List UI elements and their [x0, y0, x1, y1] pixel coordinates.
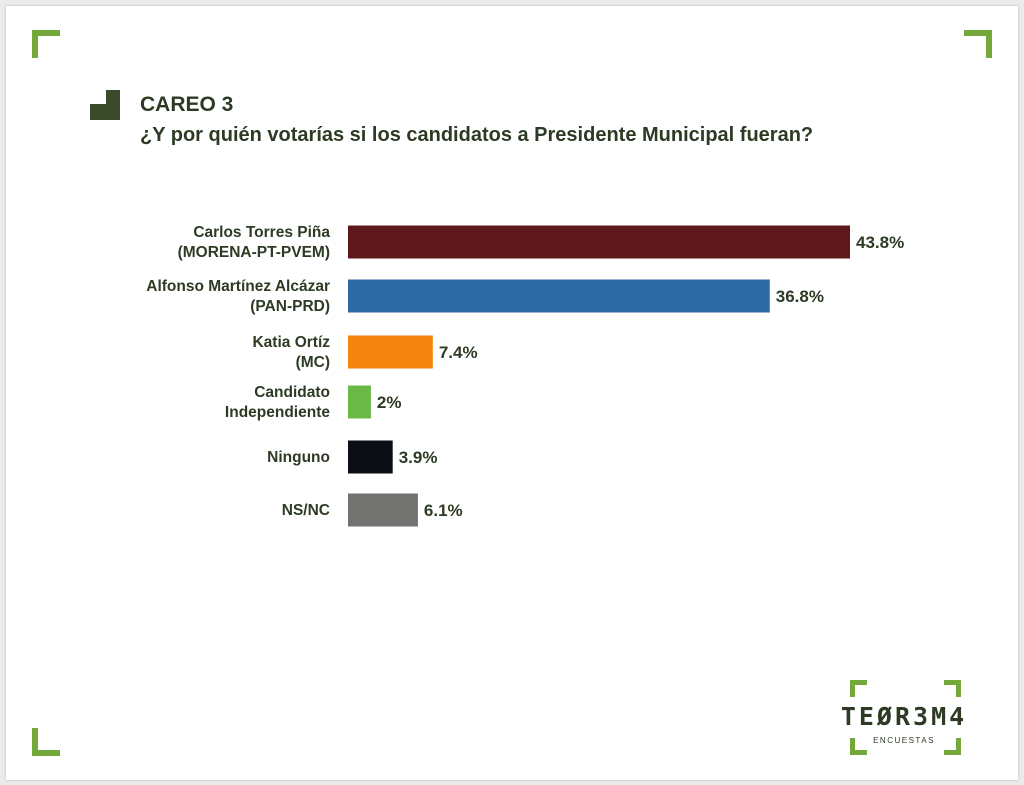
bar-value-label-4: 3.9% — [399, 448, 438, 467]
category-label-4: Ninguno — [267, 449, 330, 466]
bar-1 — [348, 279, 770, 313]
bar-value-label-3: 2% — [377, 393, 402, 412]
chart-title: CAREO 3 — [140, 93, 234, 116]
slide — [6, 6, 1018, 780]
bar-5 — [348, 493, 418, 527]
category-label-0: Carlos Torres Piña (MORENA-PT-PVEM) — [178, 224, 331, 261]
bar-0 — [348, 225, 850, 259]
title-step-icon — [90, 90, 120, 120]
chart-subtitle: ¿Y por quién votarías si los candidatos … — [140, 124, 814, 146]
corner-bracket-top-right — [964, 30, 992, 58]
corner-bracket-bottom-left — [32, 728, 60, 756]
category-label-1: Alfonso Martínez Alcázar (PAN-PRD) — [146, 278, 330, 315]
category-label-3: Candidato Independiente — [225, 384, 330, 421]
bar-value-label-0: 43.8% — [856, 233, 904, 252]
corner-bracket-top-left — [32, 30, 60, 58]
category-label-5: NS/NC — [282, 502, 330, 519]
bar-4 — [348, 440, 393, 474]
teorema-logo: TEØR3M4 ENCUESTAS — [812, 674, 992, 756]
category-label-2: Katia Ortíz (MC) — [252, 334, 330, 371]
bar-value-label-2: 7.4% — [439, 343, 478, 362]
logo-wordmark: TEØR3M4 — [840, 702, 968, 731]
bar-value-label-5: 6.1% — [424, 501, 463, 520]
bar-2 — [348, 335, 433, 369]
logo-subtitle: ENCUESTAS — [873, 736, 935, 745]
bar-value-label-1: 36.8% — [776, 287, 824, 306]
bar-3 — [348, 385, 371, 419]
